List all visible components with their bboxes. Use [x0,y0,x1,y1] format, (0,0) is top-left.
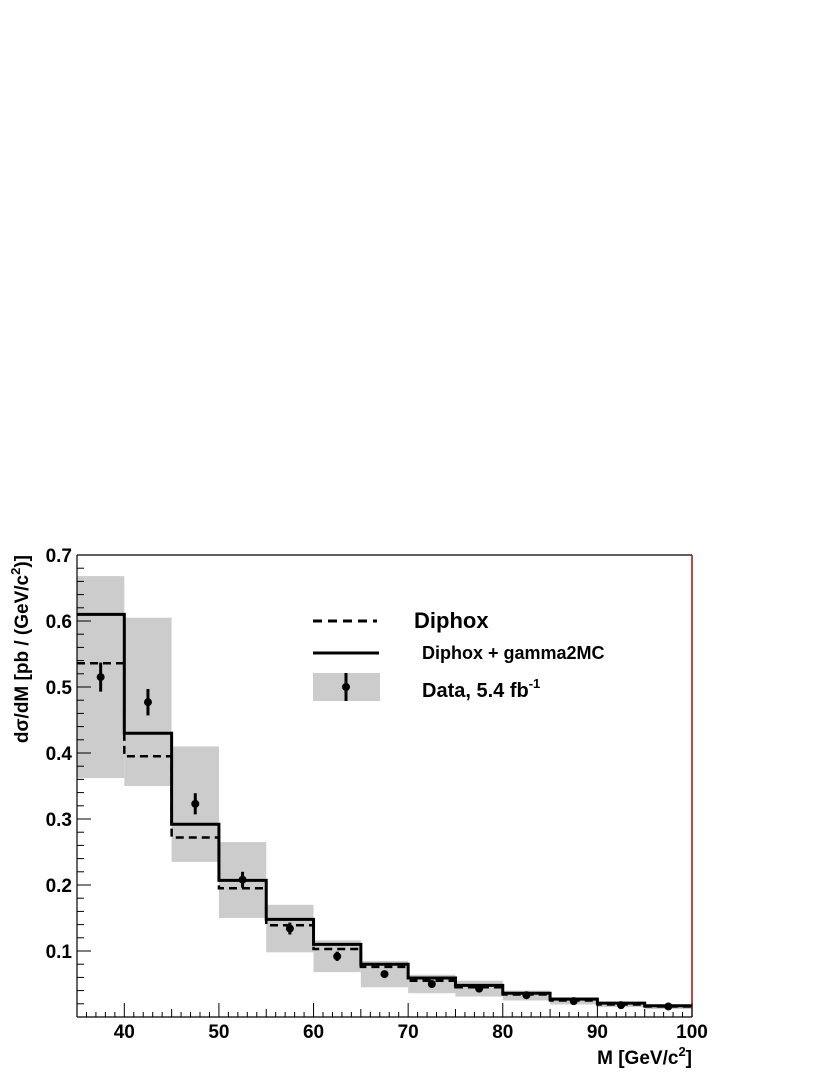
data-point [427,980,436,988]
data-point [143,698,152,707]
x-tick-label: 90 [587,1022,608,1043]
legend-label-data: Data, 5.4 fb-1 [422,676,540,702]
legend-item-diphox-gamma2mc: Diphox + gamma2MC [313,643,605,663]
data-point [475,984,484,993]
legend-marker [342,683,350,691]
x-tick-label: 60 [303,1022,324,1043]
y-tick-label: 0.6 [46,612,72,633]
data-point [285,924,294,933]
data-point [380,970,389,979]
x-tick-label: 40 [114,1022,135,1043]
diphox-gamma2mc-step-line [77,612,692,1008]
data-points [96,662,673,1011]
data-point [238,875,247,884]
data-point [191,799,200,808]
x-tick-label: 100 [676,1022,708,1043]
y-axis: 0.1 0.2 0.3 0.4 0.5 0.6 0.7 [46,546,91,1005]
data-point [96,673,105,682]
legend-item-data: Data, 5.4 fb-1 [313,673,540,702]
x-tick-label: 50 [208,1022,229,1043]
data-point [522,991,531,1000]
x-tick-label: 70 [398,1022,419,1043]
x-axis: 40 50 60 70 80 90 100 [85,1003,708,1043]
data-point [664,1002,673,1011]
data-point [617,1001,626,1010]
y-tick-label: 0.3 [46,810,72,831]
data-point [569,997,578,1006]
legend: Diphox Diphox + gamma2MC Data, 5.4 fb-1 [313,608,605,702]
legend-label-diphox-gamma2mc: Diphox + gamma2MC [422,643,605,663]
y-tick-label: 0.2 [46,876,72,897]
uncertainty-bands [77,576,692,1010]
diphox-gamma2mc-curve [77,612,692,1008]
legend-label-diphox: Diphox [414,608,489,633]
x-axis-title: M [GeV/c2] [597,1044,692,1069]
y-tick-label: 0.4 [46,744,73,765]
y-tick-label: 0.5 [46,678,73,699]
y-tick-label: 0.7 [46,546,72,567]
legend-item-diphox: Diphox [313,608,489,633]
data-point [333,952,342,961]
x-tick-label: 80 [492,1022,513,1043]
y-axis-title: dσ/dM [pb / (GeV/c2)] [8,555,33,743]
y-tick-label: 0.1 [46,942,73,963]
